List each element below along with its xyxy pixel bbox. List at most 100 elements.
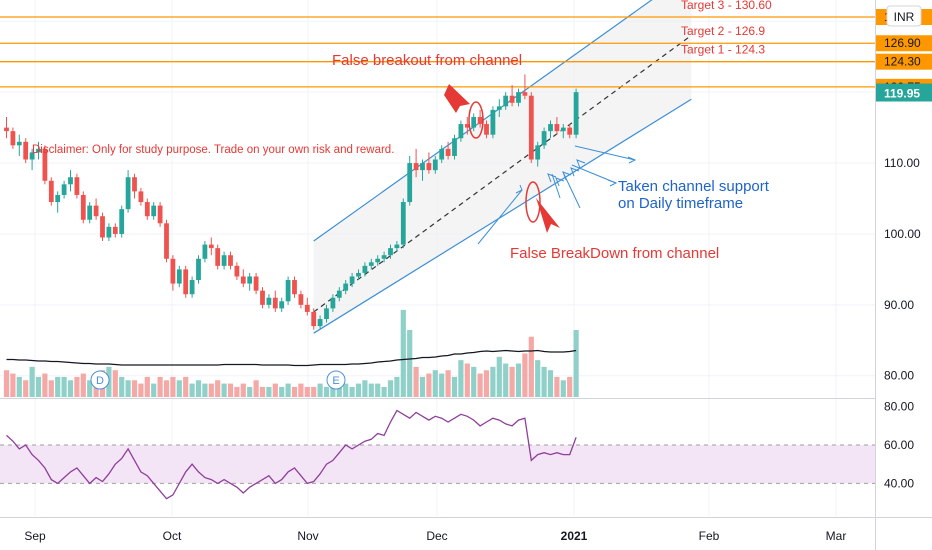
volume-bar bbox=[317, 383, 323, 397]
candle-body bbox=[311, 311, 317, 327]
volume-bar bbox=[291, 386, 298, 397]
volume-bar bbox=[10, 373, 16, 397]
support-chevron bbox=[562, 171, 572, 181]
support-arrow bbox=[477, 189, 523, 245]
target-label: Target 1 - 124.3 bbox=[681, 43, 765, 57]
volume-bar bbox=[163, 380, 170, 397]
volume-bar bbox=[426, 373, 432, 397]
rsi-tick-label: 80.00 bbox=[884, 400, 914, 414]
target-label: Target 2 - 126.9 bbox=[681, 24, 765, 38]
volume-bar bbox=[304, 386, 310, 397]
candle-body bbox=[157, 205, 163, 224]
time-tick-label: Feb bbox=[699, 529, 720, 543]
support-annotation-line2: on Daily timeframe bbox=[618, 195, 743, 212]
rsi-band bbox=[0, 444, 875, 484]
candle-body bbox=[23, 141, 29, 160]
volume-bar bbox=[509, 366, 515, 397]
candle-body bbox=[541, 131, 547, 146]
candle-body bbox=[112, 226, 118, 234]
price-channel bbox=[313, 0, 692, 334]
candle-body bbox=[42, 148, 48, 181]
candle-body bbox=[298, 294, 304, 305]
event-badge-label: D bbox=[96, 375, 104, 387]
candle-body bbox=[317, 319, 323, 327]
grid bbox=[0, 0, 875, 516]
support-arrow bbox=[562, 171, 581, 209]
price-label-box bbox=[876, 53, 932, 70]
volume-bar bbox=[323, 386, 330, 397]
price-axis: 80.0090.00100.00110.00130.60126.90124.30… bbox=[876, 9, 932, 490]
time-tick-label: Mar bbox=[826, 529, 847, 543]
volume-bar bbox=[202, 383, 208, 397]
volume-bar bbox=[439, 373, 445, 397]
volume-bar bbox=[573, 330, 579, 397]
candle-body bbox=[400, 202, 406, 245]
pane-divider bbox=[0, 398, 875, 399]
volume-bar bbox=[336, 386, 342, 397]
channel-fill bbox=[313, 0, 692, 334]
volume-bar bbox=[477, 373, 483, 397]
rsi-band-fill bbox=[0, 445, 875, 484]
volume-bar bbox=[131, 380, 138, 397]
support-arrow bbox=[551, 173, 561, 199]
volume-bar bbox=[61, 376, 67, 397]
volume-bar bbox=[195, 380, 202, 397]
candle-body bbox=[16, 141, 22, 146]
volume-ma-line bbox=[6, 349, 577, 367]
candle-body bbox=[132, 177, 137, 192]
candle-body bbox=[477, 116, 483, 125]
candle-body bbox=[253, 276, 259, 291]
volume-bar bbox=[48, 380, 54, 397]
volume-bar bbox=[375, 383, 381, 397]
candle-body bbox=[151, 205, 157, 217]
time-tick-label: Sep bbox=[24, 529, 46, 543]
price-axis-border bbox=[875, 0, 876, 550]
volume-bar bbox=[240, 383, 246, 397]
volume-bar bbox=[215, 380, 221, 397]
volume-bar bbox=[490, 366, 496, 397]
candle-body bbox=[413, 163, 419, 171]
candle-body bbox=[349, 276, 355, 284]
event-badge-circle bbox=[90, 370, 110, 390]
volume-bar bbox=[355, 383, 362, 397]
volume-bar bbox=[311, 386, 317, 397]
rsi-tick-label: 60.00 bbox=[884, 438, 914, 452]
volume-bar bbox=[567, 376, 573, 397]
candle-body bbox=[362, 265, 368, 273]
volume-bar bbox=[23, 380, 29, 397]
candle-body bbox=[560, 127, 566, 132]
volume-bar bbox=[29, 366, 35, 397]
volume-bar bbox=[471, 366, 477, 397]
candle-body bbox=[183, 269, 189, 295]
volume-bar bbox=[381, 386, 387, 397]
last-price-box bbox=[876, 83, 932, 102]
volume-bar bbox=[554, 376, 560, 397]
candle-body bbox=[330, 297, 336, 309]
volume-bar bbox=[234, 386, 240, 397]
candle-body bbox=[509, 95, 515, 103]
channel-lower-line bbox=[313, 98, 692, 334]
candle-body bbox=[196, 258, 201, 281]
rsi-line bbox=[6, 409, 577, 500]
volume-bar bbox=[298, 383, 304, 397]
candle-body bbox=[215, 248, 221, 266]
support-arrow-head bbox=[607, 179, 618, 187]
volume-bar bbox=[522, 353, 528, 397]
candles bbox=[4, 74, 579, 330]
volume-bar bbox=[535, 360, 541, 397]
candle-body bbox=[432, 159, 438, 171]
candle-body bbox=[202, 244, 208, 259]
volume-bar bbox=[247, 386, 253, 397]
event-badge: E bbox=[326, 370, 346, 390]
volume-bar bbox=[227, 383, 234, 397]
volume-bar bbox=[112, 370, 118, 397]
support-arrow-head bbox=[515, 184, 523, 194]
volume-bar bbox=[330, 383, 336, 397]
volume-bar bbox=[16, 376, 22, 397]
currency-badge[interactable]: INR bbox=[886, 5, 922, 27]
volume-bar bbox=[541, 366, 547, 397]
volume-bar bbox=[221, 383, 227, 397]
candle-body bbox=[567, 127, 573, 135]
candle-body bbox=[420, 163, 425, 171]
